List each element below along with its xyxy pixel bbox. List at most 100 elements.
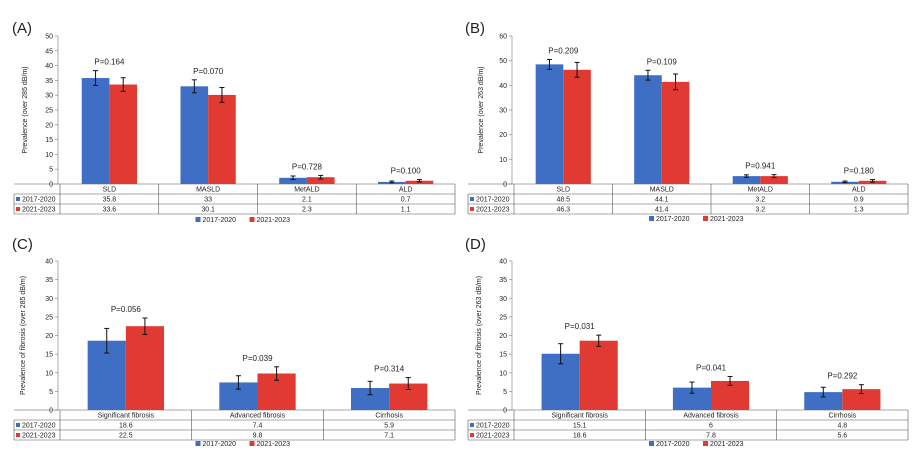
- category-label: Significant fibrosis: [98, 413, 155, 420]
- y-tick-label: 40: [499, 83, 507, 90]
- p-value-label: P=0.100: [391, 167, 422, 176]
- y-tick-label: 10: [45, 370, 53, 377]
- y-tick-label: 0: [49, 408, 53, 415]
- table-cell: 4.8: [837, 423, 847, 430]
- y-tick-label: 15: [499, 352, 507, 359]
- table-cell: 15.1: [573, 423, 587, 430]
- bar: [634, 75, 662, 184]
- panel-label: (B): [465, 20, 485, 37]
- table-cell: 1.1: [401, 207, 411, 214]
- y-axis-title: Prevalence (over 285 dB/m): [22, 66, 29, 153]
- category-label: Cirrhosis: [829, 413, 857, 420]
- table-cell: 33: [204, 197, 212, 204]
- category-label: Significant fibrosis: [551, 413, 608, 420]
- bar: [350, 388, 390, 410]
- table-cell: 2.1: [302, 197, 312, 204]
- bar: [842, 389, 881, 410]
- bar: [563, 69, 591, 184]
- y-tick-label: 45: [45, 48, 53, 55]
- p-value-label: P=0.209: [548, 46, 579, 55]
- table-row-swatch: [16, 433, 20, 437]
- table-row-header: 2017-2020: [476, 197, 510, 204]
- table-cell: 3.2: [755, 197, 765, 204]
- category-label: MASLD: [650, 187, 674, 194]
- y-tick-label: 25: [499, 314, 507, 321]
- table-cell: 3.2: [755, 207, 765, 214]
- y-tick-label: 40: [45, 259, 53, 266]
- table-cell: 22.5: [119, 433, 133, 440]
- y-tick-label: 5: [49, 389, 53, 396]
- y-tick-label: 60: [499, 34, 507, 41]
- legend-swatch-2021: [249, 441, 255, 446]
- bar: [732, 176, 761, 184]
- table-row-header: 2021-2023: [22, 207, 56, 214]
- y-tick-label: 5: [49, 167, 53, 174]
- legend-swatch-2021: [703, 216, 708, 221]
- category-label: MetALD: [294, 187, 319, 194]
- table-row-swatch: [16, 423, 20, 427]
- category-label: SLD: [556, 187, 570, 194]
- legend-swatch-2021: [249, 217, 255, 222]
- table-cell: 18.6: [573, 433, 587, 440]
- y-tick-label: 30: [45, 93, 53, 100]
- y-tick-label: 10: [45, 152, 53, 159]
- p-value-label: P=0.109: [647, 57, 678, 66]
- y-tick-label: 40: [499, 259, 507, 266]
- y-tick-label: 30: [45, 296, 53, 303]
- panel-label: (C): [12, 236, 33, 253]
- category-label: Advanced fibrosis: [683, 413, 739, 420]
- y-tick-label: 50: [499, 58, 507, 65]
- legend-swatch-2021: [703, 441, 708, 446]
- table-cell: 5.9: [384, 423, 394, 430]
- y-tick-label: 35: [45, 78, 53, 85]
- legend-label-2017: 2017-2020: [203, 217, 237, 224]
- legend-label-2021: 2021-2023: [710, 441, 744, 448]
- bar: [760, 176, 788, 184]
- table-row-swatch: [470, 433, 474, 437]
- bar: [109, 84, 138, 184]
- table-row-header: 2021-2023: [476, 433, 510, 440]
- table-cell: 0.7: [401, 197, 411, 204]
- y-tick-label: 40: [45, 63, 53, 70]
- legend-swatch-2017: [195, 441, 201, 446]
- bar: [535, 64, 564, 184]
- legend-label-2017: 2017-2020: [203, 441, 237, 448]
- table-cell: 9.8: [253, 433, 263, 440]
- table-cell: 41.4: [655, 207, 669, 214]
- table-cell: 7.8: [706, 433, 716, 440]
- p-value-label: P=0.292: [827, 372, 858, 381]
- category-label: Advanced fibrosis: [230, 413, 286, 420]
- bar: [208, 94, 236, 184]
- y-axis-title: Prevalence of fibrosis (over 263 dB/m): [476, 276, 483, 395]
- y-tick-label: 50: [45, 34, 53, 41]
- y-tick-label: 20: [45, 333, 53, 340]
- table-row-swatch: [470, 197, 474, 201]
- table-row-swatch: [16, 207, 20, 211]
- table-cell: 5.6: [837, 433, 847, 440]
- y-tick-label: 30: [499, 108, 507, 115]
- bar: [579, 340, 618, 410]
- legend-label-2021: 2021-2023: [257, 441, 291, 448]
- y-tick-label: 0: [503, 182, 507, 189]
- y-tick-label: 35: [45, 277, 53, 284]
- table-cell: 46.3: [556, 207, 570, 214]
- bar: [81, 78, 110, 184]
- y-tick-label: 25: [45, 108, 53, 115]
- p-value-label: P=0.728: [292, 162, 323, 171]
- y-tick-label: 10: [499, 370, 507, 377]
- bar: [125, 326, 165, 410]
- bar: [661, 81, 690, 184]
- p-value-label: P=0.164: [94, 58, 125, 67]
- p-value-label: P=0.180: [844, 167, 875, 176]
- y-tick-label: 30: [499, 296, 507, 303]
- table-cell: 30.1: [201, 207, 215, 214]
- table-cell: 1.3: [854, 207, 864, 214]
- table-cell: 2.3: [302, 207, 312, 214]
- table-cell: 33.6: [103, 207, 117, 214]
- category-label: ALD: [852, 187, 866, 194]
- y-tick-label: 20: [499, 333, 507, 340]
- table-cell: 0.9: [854, 197, 864, 204]
- p-value-label: P=0.941: [745, 162, 776, 171]
- category-label: SLD: [103, 187, 117, 194]
- bar: [306, 177, 335, 184]
